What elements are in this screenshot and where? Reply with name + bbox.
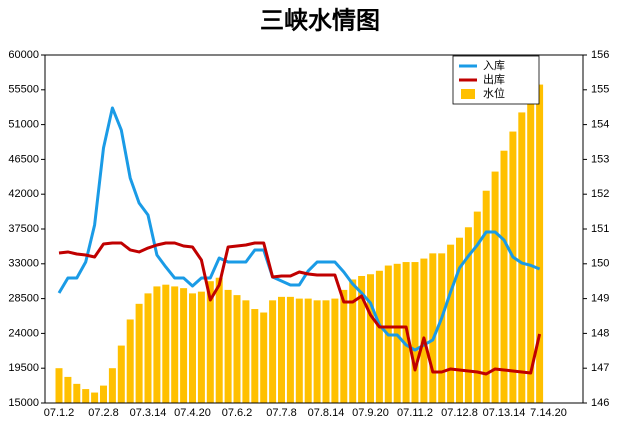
y2-tick-label: 155 [591,84,609,96]
bar [358,275,366,403]
bar [197,291,205,403]
y-tick-label: 42000 [8,188,39,200]
y2-tick-label: 148 [591,327,609,339]
legend-label: 入库 [483,59,505,72]
bar [269,300,277,403]
bar [367,274,374,403]
y2-tick-label: 147 [591,362,609,374]
bar [260,312,268,403]
bar [108,368,116,403]
line [57,106,541,352]
bar [420,258,428,403]
bar [509,131,517,403]
legend-swatch [461,89,475,99]
y-tick-label: 37500 [8,223,39,235]
bar [491,171,499,403]
bar [411,262,419,403]
bar [100,385,107,403]
y2-tick-label: 152 [591,188,609,200]
bar [286,296,294,403]
bar [331,298,339,403]
bar [206,281,214,403]
bar [144,293,152,403]
bar [429,253,437,403]
bar [447,244,455,403]
bar [162,284,170,403]
y-tick-label: 33000 [8,258,39,270]
bar [518,112,526,404]
bar [349,279,357,403]
y-tick-label: 51000 [8,119,39,131]
y-tick-label: 15000 [8,397,39,409]
chart-title: 三峡水情图 [260,7,380,34]
bar [536,84,544,403]
bar [500,150,508,403]
bar [117,345,125,403]
bar [322,300,330,403]
y-tick-label: 55500 [8,84,39,96]
bar [464,227,472,403]
bar [456,237,463,403]
x-tick-label: 07.7.8 [266,407,297,419]
bar [73,383,81,403]
bar [224,289,232,403]
bar [482,190,490,403]
bar [295,298,303,403]
bar [135,303,143,403]
bar [91,392,99,403]
bar [438,253,446,403]
y2-tick-label: 156 [591,49,609,61]
bar [180,288,188,403]
x-tick-label: 07.12.8 [441,407,478,419]
x-tick-label: 07.6.2 [222,407,253,419]
bar [82,389,90,403]
y2-tick-label: 146 [591,397,609,409]
line [58,241,542,376]
bar [215,277,223,403]
bar [375,270,383,403]
x-tick-label: 07.2.8 [88,407,119,419]
y-tick-label: 28500 [8,293,39,305]
bar [313,300,321,403]
legend-label: 出库 [483,72,505,86]
bar [171,286,179,403]
bar [527,93,535,403]
y2-tick-label: 150 [591,258,609,270]
x-tick-label: 07.3.14 [130,407,167,419]
y2-tick-label: 153 [591,153,609,165]
x-tick-label: 07.13.14 [483,407,526,419]
bar [304,298,312,403]
bar [126,319,134,403]
bar [55,368,63,403]
x-tick-label: 07.8.14 [308,407,345,419]
bar [278,296,285,403]
bar [189,293,196,403]
y2-tick-label: 151 [591,223,609,235]
x-tick-label: 07.1.2 [44,407,75,419]
y2-tick-label: 149 [591,293,609,305]
y-tick-label: 24000 [8,327,39,339]
x-tick-label: 07.11.2 [397,407,433,419]
bar [340,289,348,403]
bar [393,263,401,403]
bar [242,300,250,403]
y-tick-label: 19500 [8,362,39,374]
y-tick-label: 46500 [8,153,39,165]
bar [64,376,72,403]
y2-tick-label: 154 [591,119,609,131]
bar [473,211,481,403]
y-tick-label: 60000 [8,49,39,61]
x-tick-label: 7.14.20 [530,407,567,419]
bar [233,295,241,403]
legend-label: 水位 [483,86,505,100]
bar [251,309,259,403]
bar [153,286,161,403]
x-tick-label: 07.4.20 [174,407,211,419]
x-tick-label: 07.9.20 [352,407,389,419]
